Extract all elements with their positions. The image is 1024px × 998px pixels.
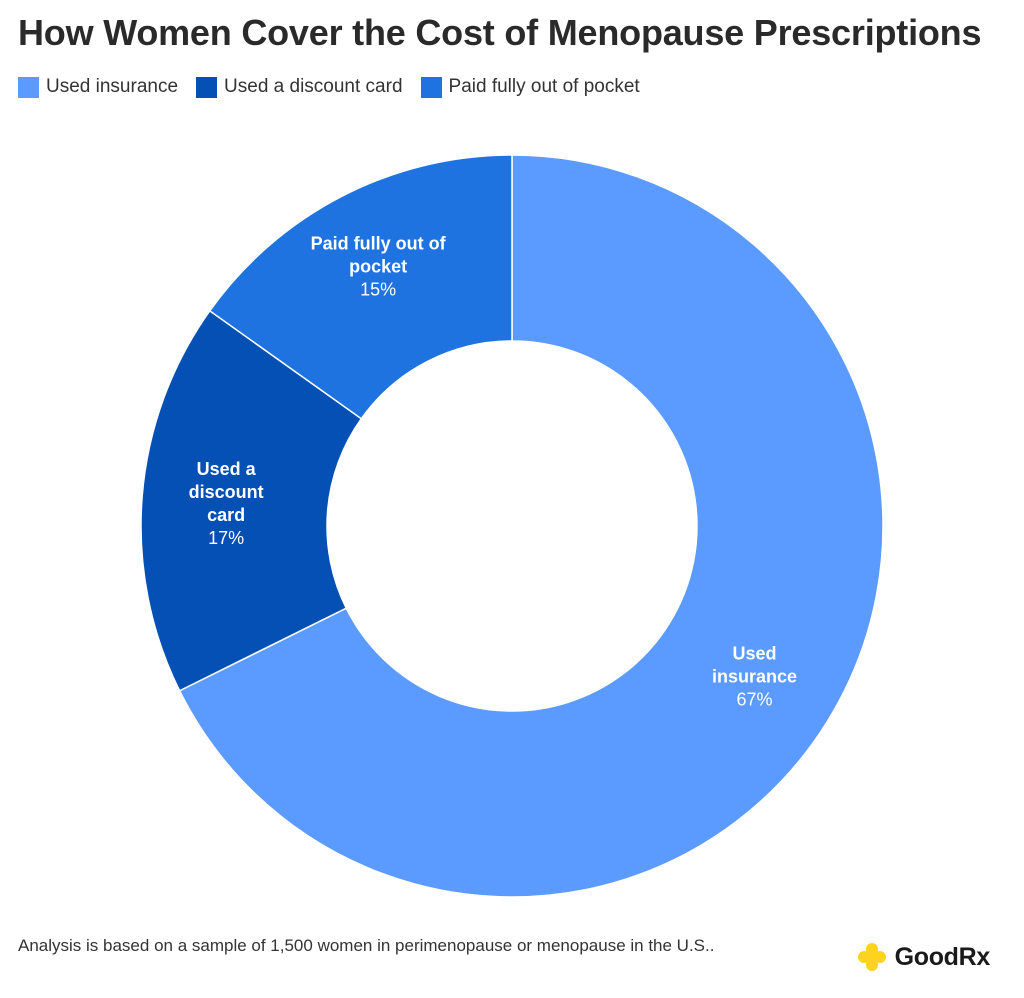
slice-label-name-line: Used a xyxy=(197,459,257,479)
legend-swatch-out-of-pocket xyxy=(420,76,442,98)
footnote: Analysis is based on a sample of 1,500 w… xyxy=(18,936,715,955)
chart-title: How Women Cover the Cost of Menopause Pr… xyxy=(18,12,982,53)
brand-name: GoodRx xyxy=(894,942,991,971)
slice-label-name-line: insurance xyxy=(712,666,797,686)
slice-label-used-insurance: Used insurance 67% xyxy=(712,643,797,709)
legend-swatch-discount-card xyxy=(196,76,218,98)
legend-swatch-insurance xyxy=(18,76,39,98)
chart-legend: Used insurance Used a discount card Paid… xyxy=(18,76,640,98)
legend-label-discount-card: Used a discount card xyxy=(224,76,403,97)
brand-logo: GoodRx xyxy=(857,942,990,972)
slice-label-name-line: discount xyxy=(189,482,264,502)
legend-item-insurance: Used insurance xyxy=(18,76,178,98)
legend-item-discount-card: Used a discount card xyxy=(196,76,403,98)
plus-icon xyxy=(857,943,886,971)
donut-slice-used-a-discount-card xyxy=(140,309,363,692)
slice-label-used-a-discount-card: Used a discount card 17% xyxy=(189,459,264,548)
slice-label-name-line: Paid fully out of xyxy=(311,233,447,253)
slice-label-value: 15% xyxy=(360,279,396,299)
legend-item-out-of-pocket: Paid fully out of pocket xyxy=(420,76,640,98)
donut-slices xyxy=(140,154,884,898)
slice-label-name-line: Used xyxy=(733,643,777,663)
slice-label-name-line: pocket xyxy=(349,256,407,276)
donut-slice-paid-fully-out-of-pocket xyxy=(208,154,513,420)
slice-label-value: 67% xyxy=(737,689,773,709)
slice-label-name-line: card xyxy=(207,505,245,525)
donut-labels: Used insurance 67% Used a discount card 17% Pai… xyxy=(189,233,797,709)
legend-label-out-of-pocket: Paid fully out of pocket xyxy=(448,76,640,97)
slice-label-value: 17% xyxy=(208,528,244,548)
legend-label-insurance: Used insurance xyxy=(46,76,179,97)
donut-slice-used-insurance xyxy=(178,154,884,898)
slice-label-paid-fully-out-of-pocket: Paid fully out of pocket 15% xyxy=(311,233,447,299)
